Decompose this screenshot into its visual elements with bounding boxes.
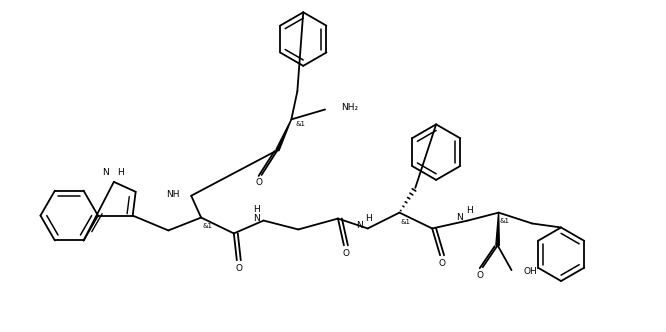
Text: H: H (253, 205, 260, 214)
Text: O: O (476, 271, 484, 280)
Text: O: O (235, 264, 242, 273)
Text: N: N (456, 213, 463, 222)
Text: &1: &1 (295, 122, 305, 127)
Text: &1: &1 (400, 218, 410, 224)
Text: H: H (366, 214, 372, 223)
Text: O: O (342, 249, 350, 258)
Text: N: N (102, 168, 109, 177)
Text: &1: &1 (202, 223, 212, 229)
Text: O: O (255, 178, 262, 187)
Text: H: H (117, 168, 124, 177)
Text: NH₂: NH₂ (341, 103, 358, 112)
Polygon shape (276, 120, 291, 151)
Text: N: N (253, 214, 260, 223)
Text: O: O (439, 259, 446, 268)
Text: NH: NH (166, 190, 179, 199)
Text: H: H (466, 206, 474, 215)
Text: &1: &1 (500, 217, 509, 223)
Text: OH: OH (523, 267, 537, 276)
Text: N: N (356, 221, 363, 230)
Polygon shape (496, 212, 500, 245)
